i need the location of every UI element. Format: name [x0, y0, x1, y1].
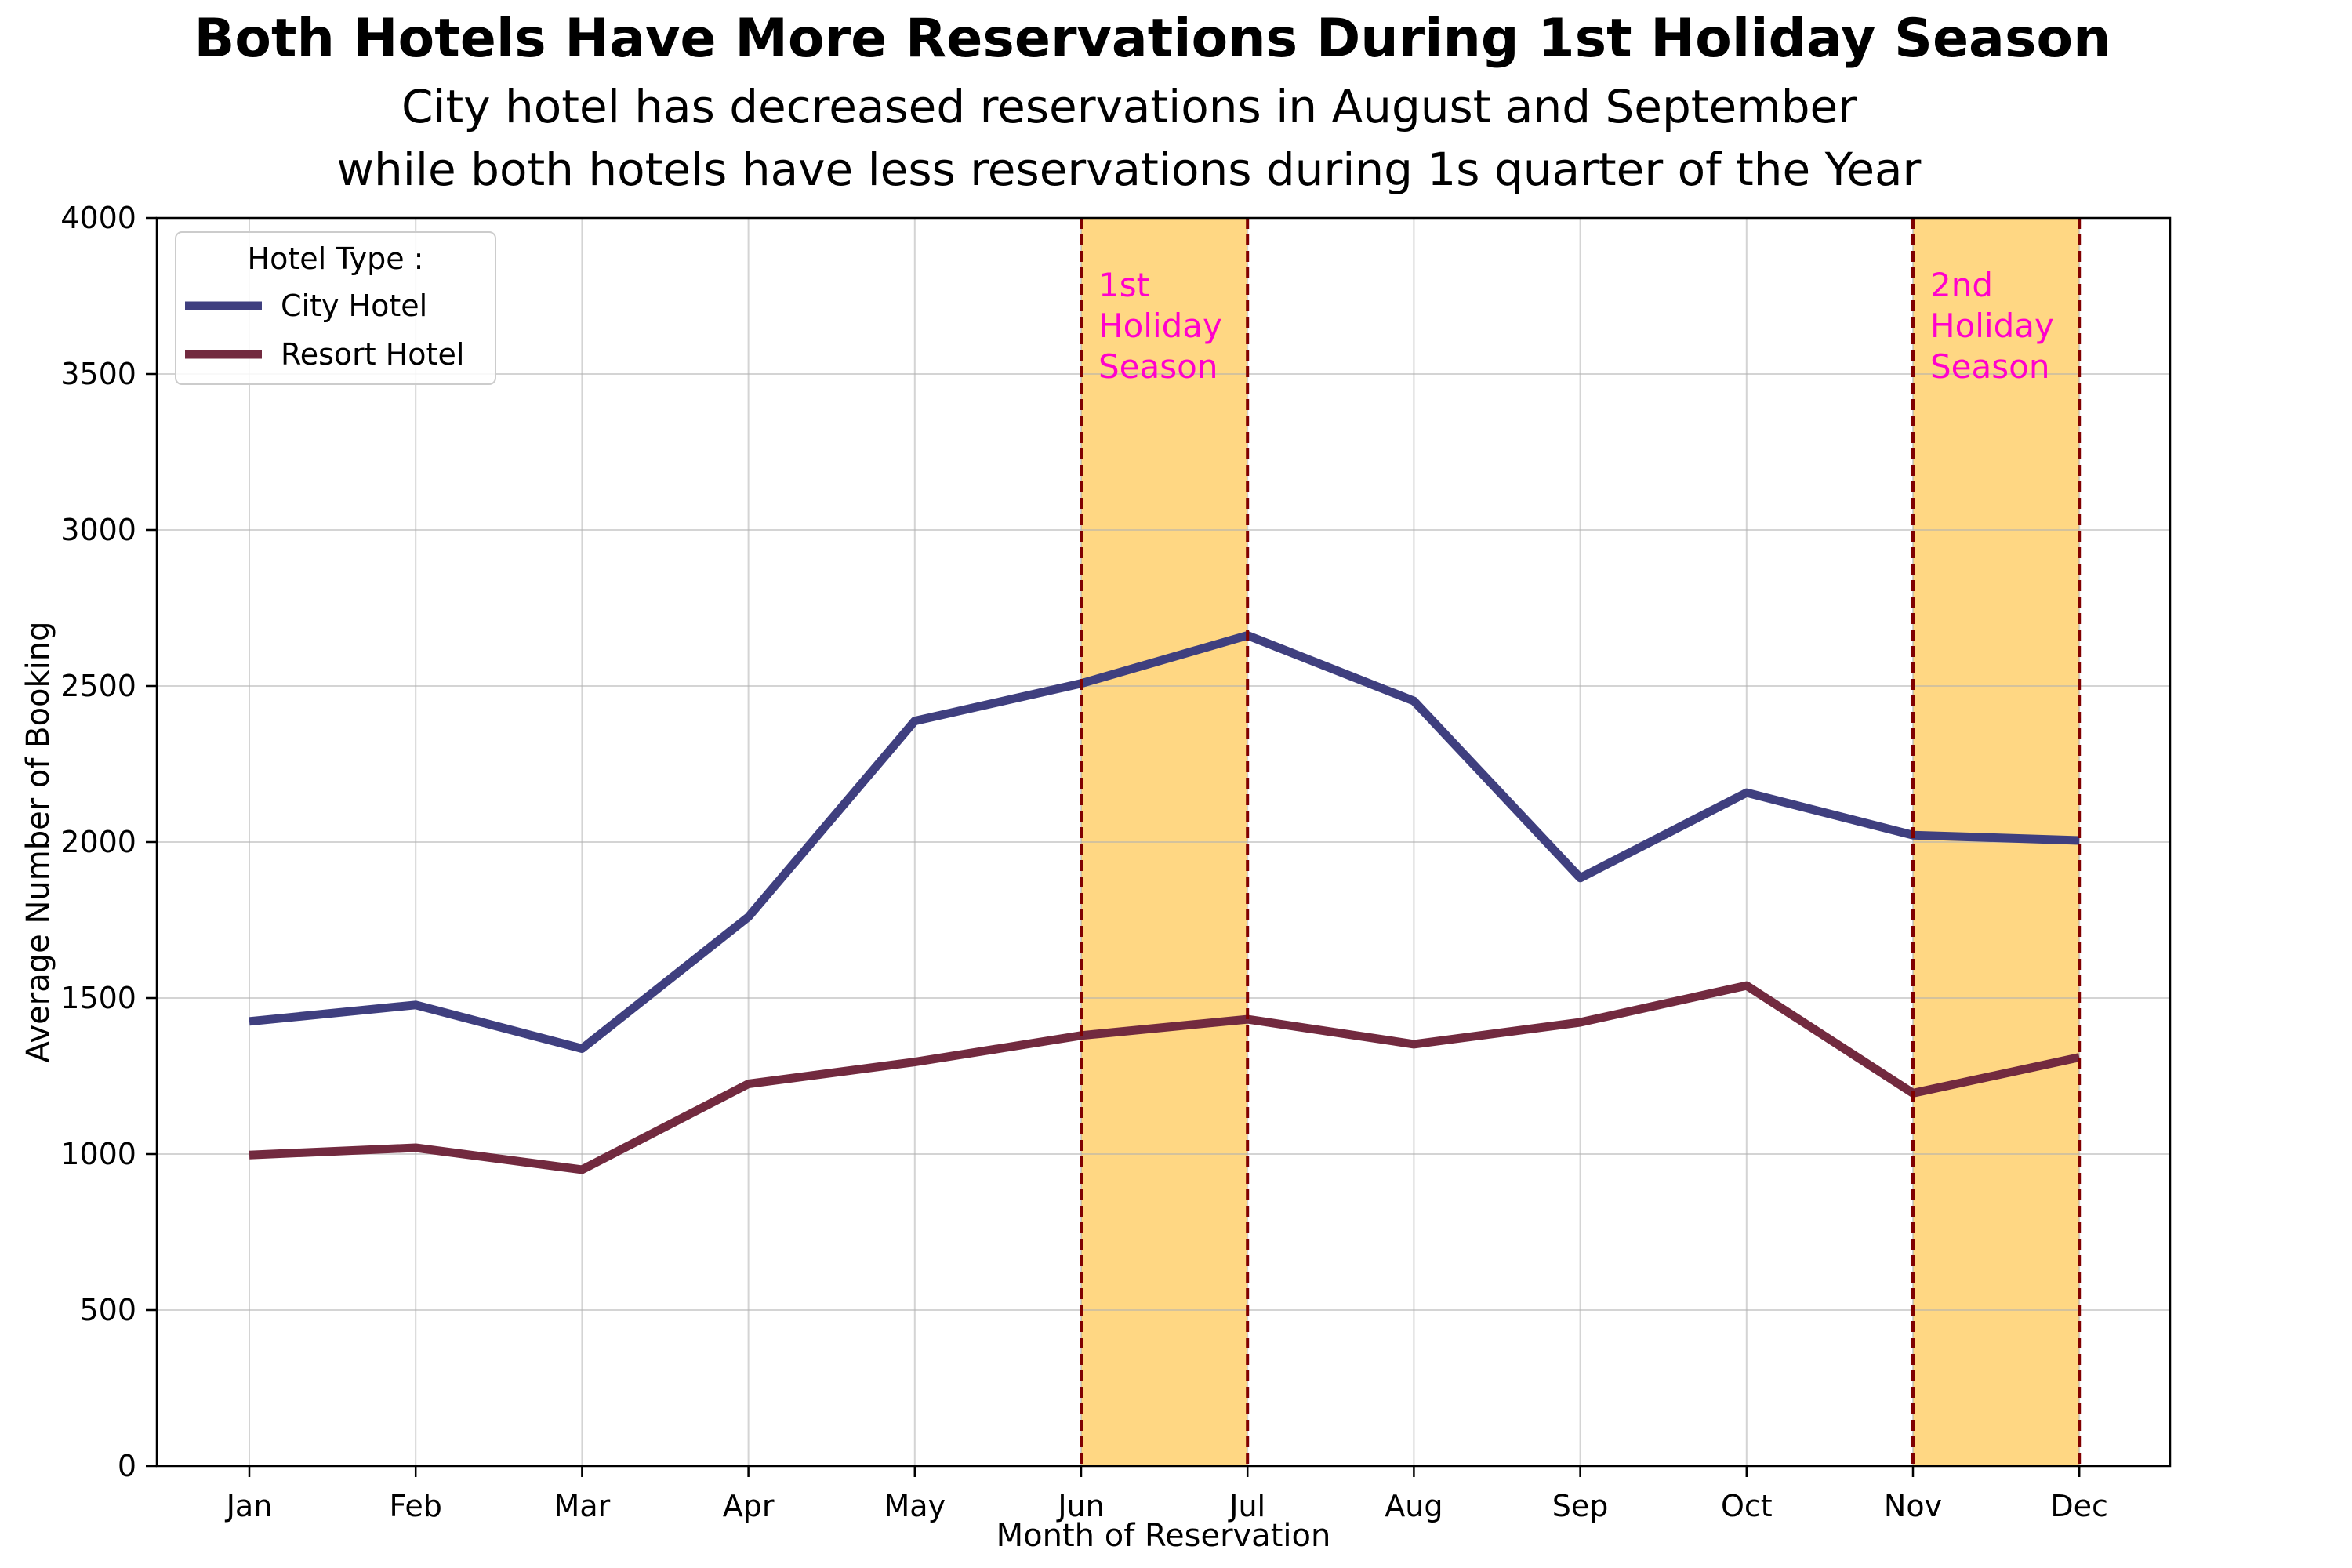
x-tick-label: Nov	[1884, 1489, 1942, 1523]
x-axis-ticks: Jan Feb Mar Apr May Jun Jul Aug Sep Oct Nov Dec	[225, 1466, 2108, 1523]
y-tick-label: 500	[79, 1293, 136, 1327]
highlight-span-1-label-line-3: Season	[1098, 347, 1218, 386]
highlight-span-1-label-line-2: Holiday	[1098, 307, 1222, 345]
highlight-span-2-label-line-2: Holiday	[1930, 307, 2054, 345]
y-tick-label: 2500	[60, 669, 136, 703]
legend-title: Hotel Type :	[248, 241, 424, 276]
legend-label-resort-hotel: Resort Hotel	[281, 337, 464, 372]
x-tick-label: Oct	[1721, 1489, 1773, 1523]
x-tick-label: Apr	[723, 1489, 775, 1523]
highlight-boundaries	[1080, 218, 2082, 1466]
x-tick-label: Jun	[1056, 1489, 1104, 1523]
series-line-city-hotel	[249, 631, 2080, 1053]
legend-box	[175, 231, 496, 385]
y-axis-label: Average Number of Booking	[20, 621, 56, 1062]
highlight-span-1-label-line-1: 1st	[1098, 266, 1149, 304]
highlight-span-2-label-line-3: Season	[1930, 347, 2049, 386]
x-tick-label: Feb	[390, 1489, 442, 1523]
y-tick-label: 4000	[60, 201, 136, 235]
legend-label-city-hotel: City Hotel	[281, 289, 427, 323]
chart-subtitle-line-1: City hotel has decreased reservations in…	[401, 80, 1857, 133]
x-tick-label: Jan	[225, 1489, 273, 1523]
y-tick-label: 3500	[60, 357, 136, 391]
chart-title: Both Hotels Have More Reservations Durin…	[194, 8, 2111, 70]
chart-subtitle-line-2: while both hotels have less reservations…	[337, 143, 1922, 196]
highlight-span-2-label-line-1: 2nd	[1930, 266, 1993, 304]
x-axis-label: Month of Reservation	[996, 1518, 1331, 1554]
y-tick-label: 1500	[60, 981, 136, 1015]
x-tick-label: Jul	[1228, 1489, 1265, 1523]
legend: Hotel Type : City Hotel Resort Hotel	[175, 231, 496, 385]
y-tick-label: 3000	[60, 513, 136, 547]
series-line-resort-hotel	[249, 981, 2081, 1174]
y-tick-label: 2000	[60, 825, 136, 859]
x-tick-label: Sep	[1552, 1489, 1609, 1523]
y-tick-label: 1000	[60, 1137, 136, 1171]
y-tick-label: 0	[118, 1449, 136, 1483]
y-axis-ticks: 0 500 1000 1500 2000 2500 3000 3500 4000	[60, 201, 157, 1483]
x-tick-label: Mar	[554, 1489, 611, 1523]
x-tick-label: Dec	[2050, 1489, 2108, 1523]
x-tick-label: May	[884, 1489, 946, 1523]
x-tick-label: Aug	[1385, 1489, 1443, 1523]
series-lines	[249, 631, 2081, 1174]
